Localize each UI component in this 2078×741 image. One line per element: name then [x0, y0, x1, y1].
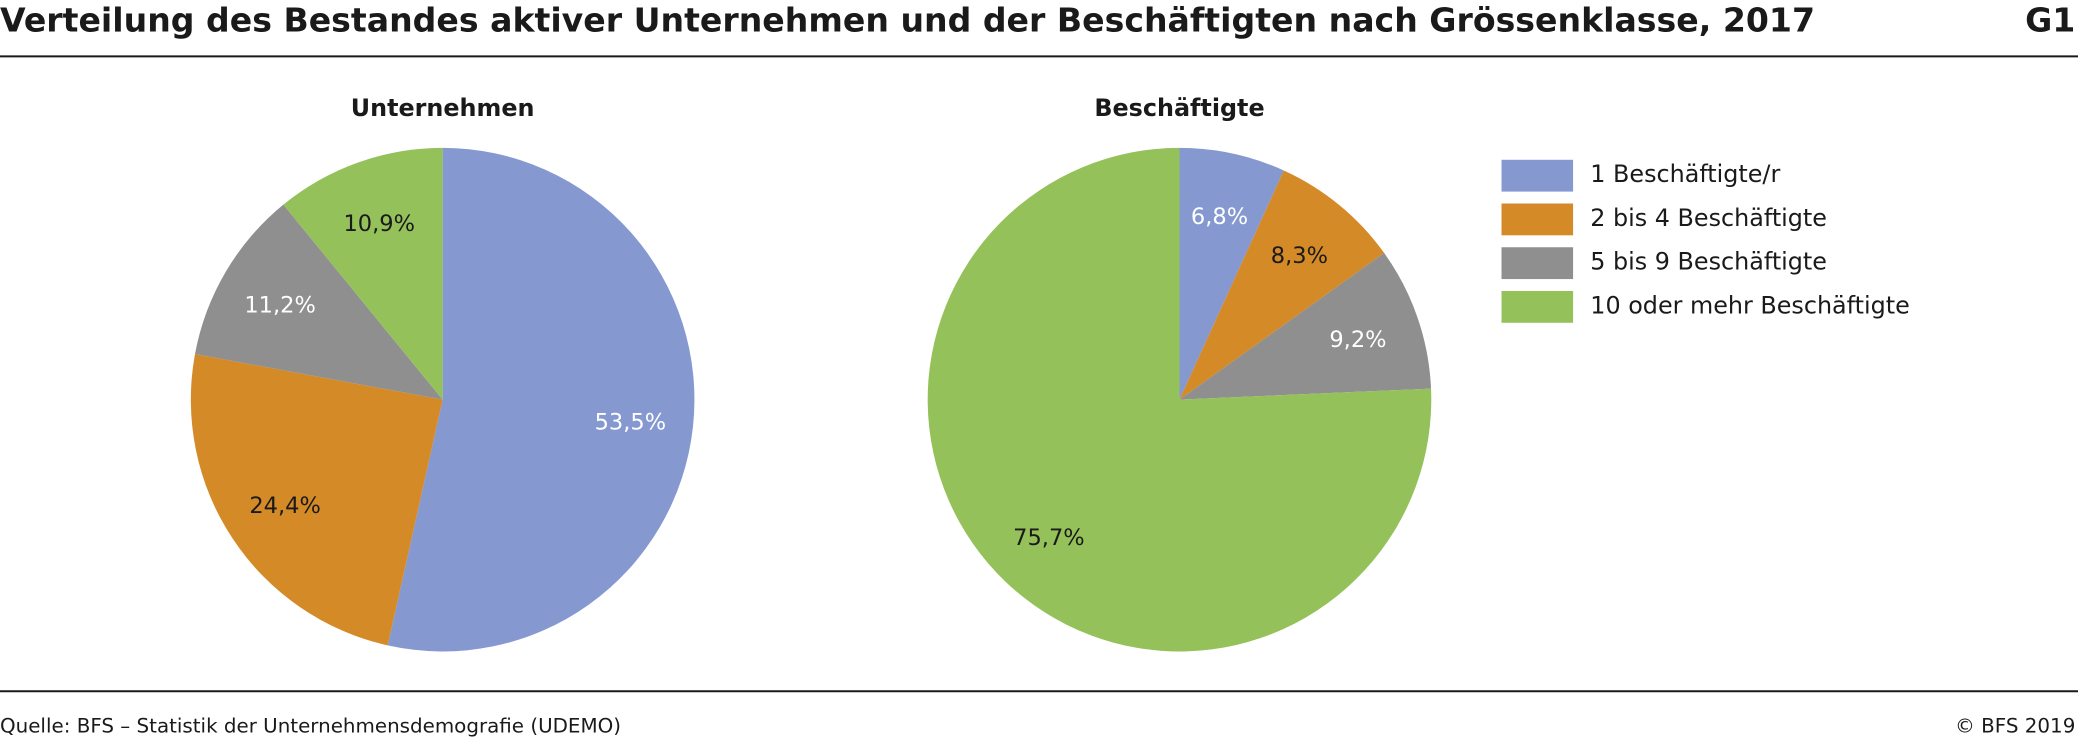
- chart-title: Verteilung des Bestandes aktiver Unterne…: [0, 0, 1815, 39]
- pie-slice: [190, 354, 443, 646]
- pie-slice: [1179, 147, 1284, 400]
- pie-slice: [927, 147, 1432, 652]
- value-label: 8,3%: [1271, 243, 1328, 269]
- legend-swatch: [1501, 159, 1574, 192]
- pie-title: Unternehmen: [351, 94, 535, 122]
- legend-label: 5 bis 9 Beschäftigte: [1590, 248, 1827, 276]
- value-label: 6,8%: [1191, 204, 1248, 230]
- value-label: 75,7%: [1013, 525, 1085, 551]
- legend-label: 10 oder mehr Beschäftigte: [1590, 291, 1909, 319]
- pie-slice: [387, 147, 695, 652]
- source: Quelle: BFS – Statistik der Unternehmens…: [0, 714, 621, 737]
- value-label: 24,4%: [249, 493, 321, 519]
- pie-slice: [195, 204, 443, 400]
- pie-slice: [1179, 252, 1432, 400]
- chart-code: G1: [2025, 0, 2075, 39]
- pie-title: Beschäftigte: [1094, 94, 1264, 122]
- value-label: 9,2%: [1329, 327, 1386, 353]
- pie-slice: [1179, 170, 1385, 400]
- value-label: 53,5%: [595, 410, 667, 436]
- legend-swatch: [1501, 203, 1574, 236]
- value-label: 10,9%: [343, 211, 415, 237]
- pie-slice: [283, 147, 443, 400]
- copyright: © BFS 2019: [1955, 714, 2075, 737]
- legend-label: 2 bis 4 Beschäftigte: [1590, 204, 1827, 232]
- legend-swatch: [1501, 290, 1574, 323]
- legend-swatch: [1501, 247, 1574, 280]
- value-label: 11,2%: [244, 293, 316, 319]
- legend-label: 1 Beschäftigte/r: [1590, 160, 1780, 188]
